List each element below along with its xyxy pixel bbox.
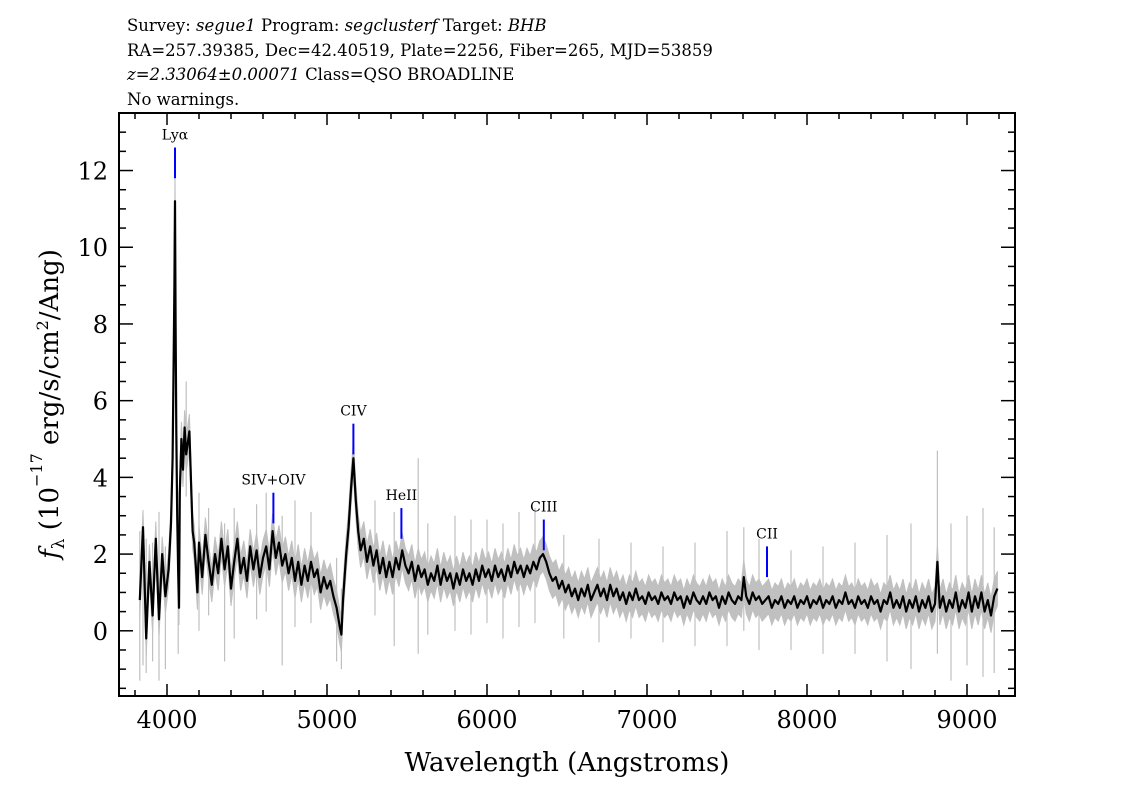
emission-line-label: Lyα [162,128,189,144]
x-tick-label: 7000 [616,706,677,734]
warnings-line: No warnings. [127,89,240,109]
x-tick-label: 5000 [296,706,357,734]
x-tick-label: 9000 [936,706,997,734]
program-label: Program: [260,16,340,35]
y-tick-label: 8 [93,311,108,339]
coords-line: RA=257.39385, Dec=42.40519, Plate=2256, … [127,40,713,60]
y-tick-label: 0 [93,618,108,646]
emission-line-markers: Lyα SIV+OIV CIV HeII CIII CII [162,128,778,578]
emission-line-label: CII [756,526,778,542]
survey-label: Survey: [127,16,191,35]
axis-ticks: 4000 5000 6000 7000 8000 9000 0 2 4 6 8 10 12 [77,113,1015,734]
flux-series-line [138,200,999,640]
target-value: BHB [507,16,547,35]
emission-line-label: SIV+OIV [241,473,306,489]
y-tick-label: 12 [77,158,108,186]
emission-line-label: CIII [530,500,557,516]
plot-frame [118,112,1016,697]
x-tick-label: 8000 [776,706,837,734]
flux-layer [138,200,999,640]
emission-line-label: HeII [386,488,418,504]
redshift-line: z=2.33064±0.00071 Class=QSO BROADLINE [127,63,713,88]
emission-line-label: CIV [340,404,367,420]
y-tick-label: 4 [93,464,108,492]
redshift-value: z=2.33064±0.00071 [127,65,300,84]
survey-line: Survey: segue1 Program: segclusterf Targ… [127,14,713,39]
survey-value: segue1 [196,16,256,35]
x-tick-label: 6000 [456,706,517,734]
x-tick-label: 4000 [136,706,197,734]
target-label: Target: [442,16,503,35]
y-tick-label: 2 [93,541,108,569]
y-axis-label: fλ (10−17 erg/s/cm2/Ang) [27,249,69,561]
program-value: segclusterf [344,16,438,35]
x-axis-label: Wavelength (Angstroms) [405,748,730,778]
spectrum-header: Survey: segue1 Program: segclusterf Targ… [127,14,713,112]
error-band [139,183,998,656]
y-tick-label: 6 [93,388,108,416]
class-value: Class=QSO BROADLINE [305,65,515,84]
y-tick-label: 10 [77,234,108,262]
